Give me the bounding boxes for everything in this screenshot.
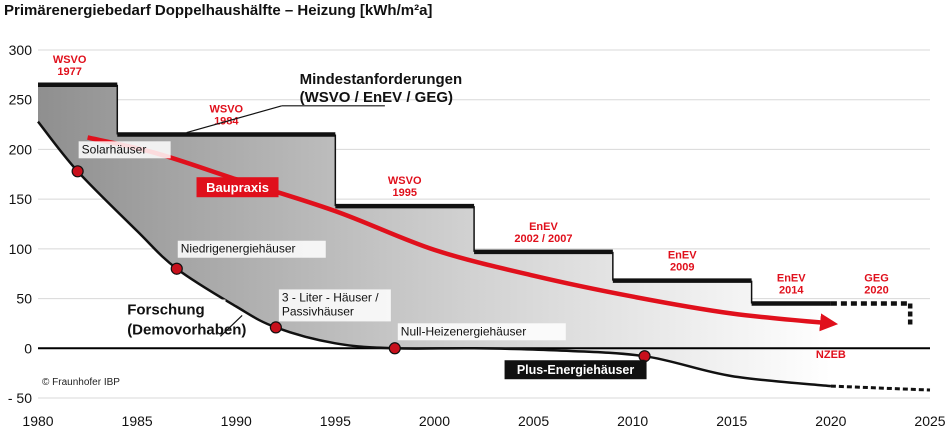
milestone-box (177, 240, 326, 258)
milestone-marker (170, 262, 183, 275)
x-tick-label: 2020 (815, 413, 846, 429)
milestone-marker (388, 342, 401, 355)
x-tick-label: 2000 (419, 413, 450, 429)
forschung-projected (830, 384, 931, 392)
regulation-label-geg: GEG 2020 (864, 273, 888, 297)
y-tick-label: 150 (9, 191, 33, 207)
mindestanforderungen-label: Mindestanforderungen (WSVO / EnEV / GEG) (300, 71, 463, 106)
regulation-label: WSVO 1995 (388, 175, 422, 199)
y-tick-label: 200 (9, 141, 33, 157)
x-tick-label: 1995 (320, 413, 351, 429)
y-tick-label: - 50 (8, 390, 32, 406)
regulation-label: EnEV 2002 / 2007 (514, 221, 572, 245)
regulation-label: EnEV 2009 (668, 250, 697, 274)
mindestanforderungen-leader-diagonal (186, 105, 282, 134)
x-tick-label: 2010 (617, 413, 648, 429)
x-tick-label: 1985 (122, 413, 153, 429)
milestone-label: 3 - Liter - Häuser / Passivhäuser (282, 290, 379, 318)
forschung-line (37, 120, 832, 388)
milestone-label: Null-Heizenergiehäuser (401, 324, 526, 338)
baupraxis-line (87, 135, 839, 332)
milestone-box (78, 141, 171, 159)
shaded-area (38, 84, 831, 387)
chart-title: Primärenergiebedarf Doppelhaushälfte – H… (4, 2, 433, 19)
baupraxis-arrow (87, 135, 839, 332)
forschung-leader (219, 315, 243, 337)
x-tick-label: 2005 (518, 413, 549, 429)
forschung-curve (37, 120, 931, 392)
forschung-label-box (93, 299, 226, 344)
x-tick-label: 1990 (221, 413, 252, 429)
baupraxis-label: Baupraxis (206, 180, 269, 195)
milestone-box (278, 289, 391, 322)
milestone-label: Plus-Energiehäuser (517, 363, 635, 377)
milestone-box (397, 323, 566, 341)
milestone-label: Niedrigenergiehäuser (181, 242, 296, 256)
milestone-box (504, 360, 647, 380)
milestone-marker (269, 321, 282, 334)
y-tick-label: 100 (9, 241, 33, 257)
regulation-label: WSVO 1977 (53, 54, 87, 78)
milestone-label: Solarhäuser (82, 142, 147, 156)
milestone-marker (71, 165, 84, 178)
y-tick-label: 250 (9, 92, 33, 108)
copyright-label: © Fraunhofer IBP (42, 377, 120, 388)
x-tick-label: 2015 (716, 413, 747, 429)
y-tick-label: 0 (24, 340, 32, 356)
regulation-label: WSVO1984 (209, 104, 243, 128)
regulation-label: EnEV 2014 (777, 273, 806, 297)
baupraxis-label-box (196, 177, 279, 198)
forschung-label: Forschung (Demovorhaben) (127, 301, 246, 338)
axis-ticks: 1980 1985 1990 1995 2000 2005 2010 2015 2020 2025… (8, 42, 946, 429)
mindestanforderungen-steps (38, 82, 913, 327)
nzeb-label: NZEB (816, 349, 846, 361)
shaded-area-polygon (38, 84, 831, 387)
x-tick-label: 2025 (914, 413, 945, 429)
y-tick-label: 50 (16, 291, 32, 307)
x-tick-label: 1980 (22, 413, 53, 429)
y-tick-label: 300 (9, 42, 33, 58)
